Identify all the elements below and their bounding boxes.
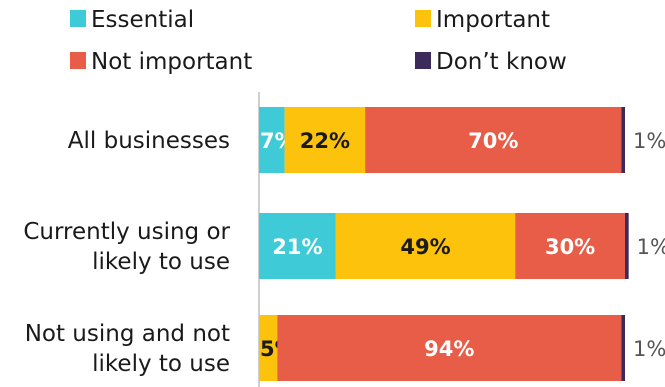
legend-swatch-important bbox=[415, 10, 431, 27]
category-label: likely to use bbox=[92, 249, 230, 275]
category-label: likely to use bbox=[92, 351, 230, 377]
legend-swatch-don-t-know bbox=[415, 52, 431, 69]
bar-segment-not-important bbox=[277, 315, 622, 381]
data-label-not-important: 94% bbox=[424, 337, 474, 361]
category-label: Not using and not bbox=[25, 321, 230, 347]
legend-label-essential: Essential bbox=[91, 7, 194, 33]
bar-segment-important bbox=[335, 213, 516, 279]
legend-label-not-important: Not important bbox=[91, 49, 252, 75]
bar-segment-important bbox=[284, 107, 366, 173]
category-label: All businesses bbox=[68, 128, 230, 154]
data-label-not-important: 70% bbox=[468, 129, 518, 153]
bar-segment-don-t-know bbox=[621, 107, 625, 173]
bar-segment-not-important bbox=[365, 107, 622, 173]
bar-segment-not-important bbox=[515, 213, 625, 279]
data-label-don-t-know: 1% bbox=[633, 337, 665, 361]
data-label-important: 49% bbox=[400, 235, 450, 259]
data-label-don-t-know: 1% bbox=[633, 129, 665, 153]
legend-label-don-t-know: Don’t know bbox=[436, 49, 567, 75]
bar-segment-essential bbox=[259, 213, 336, 279]
legend-swatch-not-important bbox=[70, 52, 86, 69]
legend-label-important: Important bbox=[436, 7, 550, 33]
bar-segment-don-t-know bbox=[625, 213, 629, 279]
data-label-important: 22% bbox=[300, 129, 350, 153]
bar-segment-don-t-know bbox=[621, 315, 625, 381]
category-label: Currently using or bbox=[23, 219, 230, 245]
data-label-essential: 21% bbox=[272, 235, 322, 259]
data-label-not-important: 30% bbox=[545, 235, 595, 259]
data-label-don-t-know: 1% bbox=[637, 235, 665, 259]
legend-swatch-essential bbox=[70, 10, 86, 27]
bar-segment-essential bbox=[259, 107, 285, 173]
bar-segment-important bbox=[259, 315, 278, 381]
